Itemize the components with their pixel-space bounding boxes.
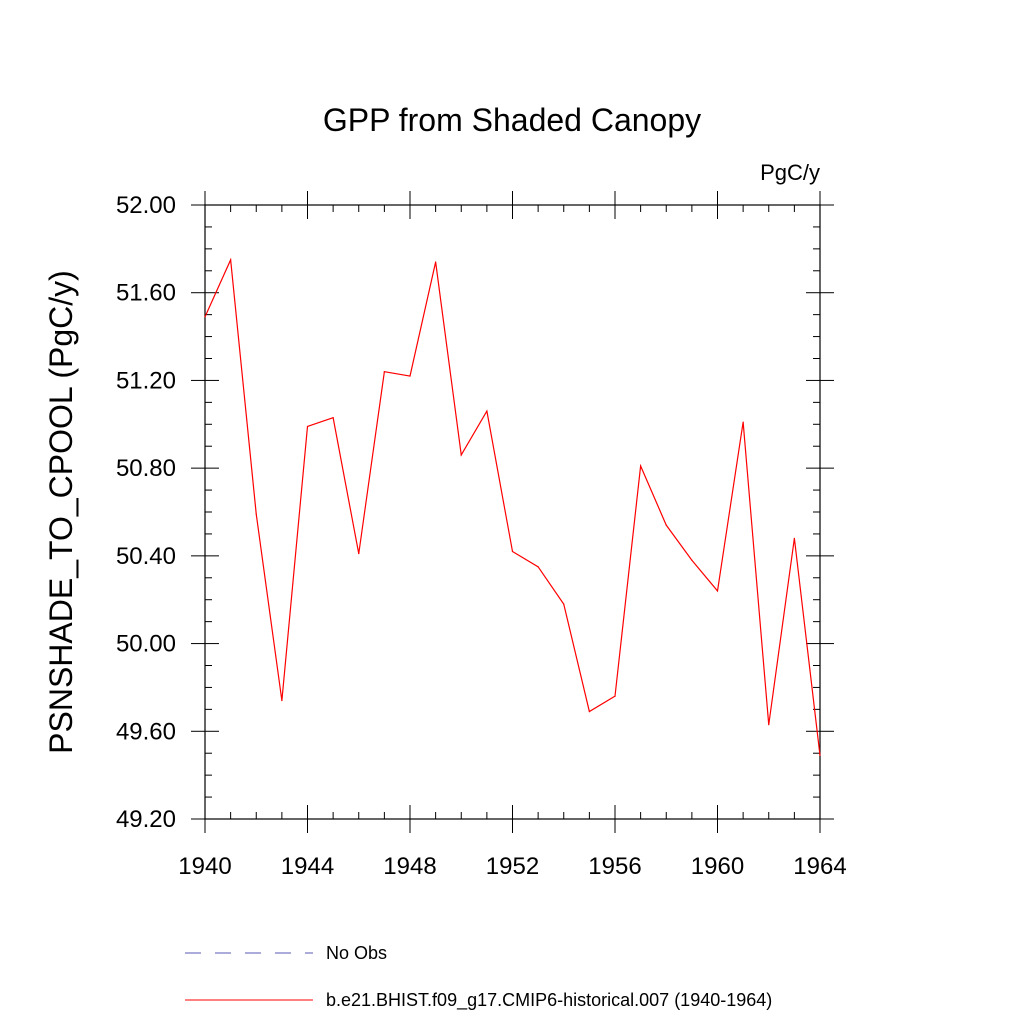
data-point <box>665 524 667 526</box>
data-point <box>460 454 462 456</box>
data-point <box>230 259 232 261</box>
data-point <box>435 261 437 263</box>
data-point <box>281 699 283 702</box>
data-point <box>358 553 360 555</box>
data-point <box>204 316 206 318</box>
y-tick-label: 51.20 <box>116 367 176 394</box>
data-point <box>537 566 539 568</box>
x-tick-label: 1964 <box>793 853 846 880</box>
y-axis-label: PSNSHADE_TO_CPOOL (PgC/y) <box>43 270 79 754</box>
data-point <box>768 724 770 726</box>
data-point <box>383 371 385 373</box>
y-tick-label: 50.00 <box>116 631 176 658</box>
y-tick-label: 50.40 <box>116 543 176 570</box>
axis-ticks: 1940 1944 1948 1952 1956 1960 1964 49.20 49.60 50… <box>116 191 847 880</box>
data-point <box>793 537 795 539</box>
legend: No Obs b.e21.BHIST.f09_g17.CMIP6-historic… <box>185 943 772 1011</box>
series-layer <box>204 257 821 757</box>
data-point <box>614 695 616 697</box>
chart-title: GPP from Shaded Canopy <box>323 102 701 138</box>
data-point <box>742 421 744 423</box>
x-tick-label: 1960 <box>691 853 744 880</box>
x-tick-label: 1952 <box>486 853 539 880</box>
units-label: PgC/y <box>760 160 820 185</box>
legend-label: b.e21.BHIST.f09_g17.CMIP6-historical.007… <box>326 990 772 1011</box>
data-point <box>511 550 514 553</box>
y-tick-label: 51.60 <box>116 280 176 307</box>
y-tick-label: 49.60 <box>116 718 176 745</box>
series-line <box>204 257 821 756</box>
data-point <box>588 710 590 713</box>
data-point <box>819 754 821 757</box>
data-point <box>486 410 488 412</box>
data-point <box>563 603 565 605</box>
x-tick-label: 1940 <box>178 853 231 880</box>
x-tick-label: 1944 <box>281 853 334 880</box>
data-point <box>691 559 693 561</box>
x-tick-label: 1948 <box>383 853 436 880</box>
data-point <box>332 417 334 419</box>
data-point <box>255 513 257 515</box>
data-point <box>640 465 642 467</box>
y-tick-label: 50.80 <box>116 455 176 482</box>
legend-label: No Obs <box>326 943 387 963</box>
y-tick-label: 49.20 <box>116 806 176 833</box>
data-point <box>409 375 411 377</box>
data-point <box>306 425 309 428</box>
plot-frame <box>204 204 821 820</box>
data-point <box>716 590 719 592</box>
x-tick-label: 1956 <box>588 853 641 880</box>
y-tick-label: 52.00 <box>116 192 176 219</box>
